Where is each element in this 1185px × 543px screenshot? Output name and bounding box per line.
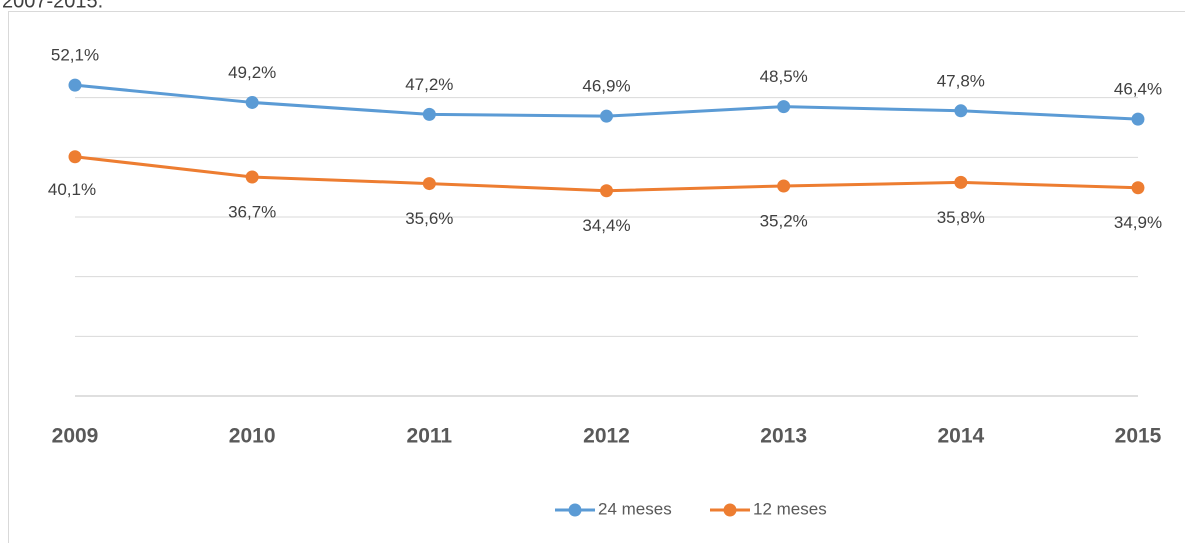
data-label: 46,4% [1114, 80, 1162, 99]
point [777, 179, 791, 193]
point [1131, 112, 1145, 126]
data-label: 48,5% [760, 67, 808, 86]
data-label: 46,9% [582, 77, 630, 96]
data-label: 34,4% [582, 216, 630, 235]
point [68, 150, 82, 164]
data-label: 35,2% [760, 211, 808, 230]
data-label: 49,2% [228, 63, 276, 82]
point [245, 95, 259, 109]
point [422, 107, 436, 121]
legend-label: 24 meses [598, 499, 672, 518]
x-tick-label: 2009 [52, 425, 99, 448]
data-label: 52,1% [51, 46, 99, 65]
x-tick-label: 2011 [407, 425, 453, 448]
legend-marker [568, 503, 582, 517]
x-tick-label: 2010 [229, 425, 276, 448]
chart-frame [8, 11, 1185, 543]
point [422, 177, 436, 191]
data-label: 35,6% [405, 209, 453, 228]
data-label: 40,1% [48, 180, 96, 199]
data-label: 47,2% [405, 75, 453, 94]
legend-marker [723, 503, 737, 517]
x-tick-label: 2014 [937, 425, 984, 448]
point [777, 100, 791, 114]
x-tick-label: 2015 [1115, 425, 1162, 448]
data-label: 35,8% [937, 208, 985, 227]
caption: 2007-2015. [2, 0, 103, 12]
point [245, 170, 259, 184]
data-label: 36,7% [228, 203, 276, 222]
x-tick-label: 2013 [760, 425, 807, 448]
legend-label: 12 meses [753, 499, 827, 518]
x-tick-label: 2012 [583, 425, 630, 448]
data-label: 34,9% [1114, 213, 1162, 232]
point [954, 175, 968, 189]
point [600, 109, 613, 123]
point [954, 104, 968, 118]
data-label: 47,8% [937, 71, 985, 90]
point [68, 78, 82, 92]
point [1131, 181, 1145, 195]
point [600, 184, 613, 198]
